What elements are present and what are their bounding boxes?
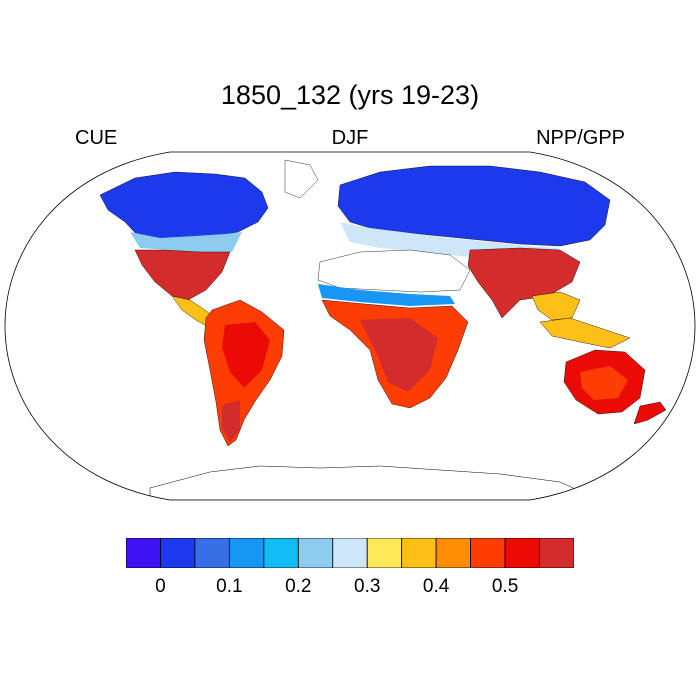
map-boundary <box>4 151 696 501</box>
colorbar-swatch <box>297 538 334 568</box>
colorbar-swatch <box>126 538 161 568</box>
colorbar-tick-label: 0.2 <box>285 576 312 597</box>
south-america-south <box>222 400 240 442</box>
antarctica <box>149 465 601 500</box>
sahel-band <box>318 284 455 306</box>
north-america-transition <box>130 232 242 252</box>
colorbar-tick-label: 0.3 <box>354 576 381 597</box>
variable-label: CUE <box>75 127 118 149</box>
north-america-boreal <box>99 171 269 241</box>
colorbar-swatch <box>539 538 574 568</box>
southeast-asia <box>531 291 581 321</box>
colorbar-swatch <box>401 538 437 568</box>
colorbar-tick-label: 0 <box>155 576 166 597</box>
colorbar-swatch <box>160 538 196 568</box>
new-zealand <box>633 401 667 425</box>
eurasia-boreal <box>337 165 611 247</box>
season-label: DJF <box>331 127 369 149</box>
colorbar <box>126 538 574 568</box>
colorbar-swatch <box>504 538 540 568</box>
australia-interior <box>580 366 628 400</box>
colorbar-swatch <box>332 538 368 568</box>
units-label: NPP/GPP <box>536 127 625 149</box>
colorbar-swatch <box>263 538 299 568</box>
south-america-interior <box>222 322 270 388</box>
africa-interior <box>360 318 438 392</box>
sahara-desert <box>317 249 471 293</box>
north-america-south <box>134 249 231 301</box>
colorbar-tick-label: 0.5 <box>491 576 519 597</box>
colorbar-swatches <box>126 538 574 568</box>
colorbar-swatch <box>470 538 506 568</box>
greenland <box>284 159 319 199</box>
colorbar-swatch <box>194 538 230 568</box>
plot-title: 1850_132 (yrs 19-23) <box>220 80 480 110</box>
colorbar-tick-label: 0.4 <box>422 576 450 597</box>
maritime-continent <box>539 317 631 349</box>
colorbar-swatch <box>435 538 472 568</box>
colorbar-tick-label: 0.1 <box>216 576 243 597</box>
colorbar-swatch <box>366 538 403 568</box>
colorbar-swatch <box>228 538 265 568</box>
